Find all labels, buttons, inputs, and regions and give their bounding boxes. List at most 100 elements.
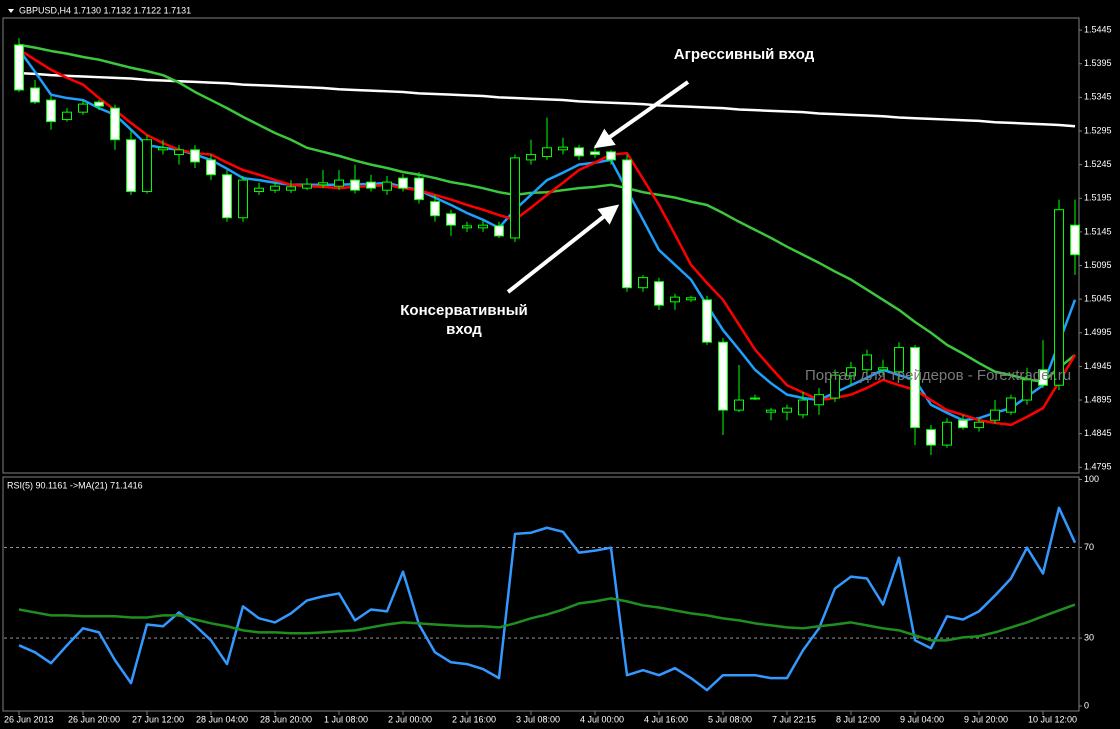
y-tick-label: 1.4845 <box>1084 428 1112 438</box>
candle-body <box>478 224 488 229</box>
x-tick-label: 28 Jun 20:00 <box>260 714 312 724</box>
price-panel <box>2 17 1080 474</box>
candle-body <box>78 103 88 113</box>
x-tick-label: 2 Jul 00:00 <box>388 714 432 724</box>
candle-body <box>702 299 712 343</box>
candle-body <box>750 397 760 400</box>
moving-average <box>18 71 1076 128</box>
candle-body <box>1038 369 1048 386</box>
candle-body <box>494 225 504 237</box>
candle-body <box>254 187 264 193</box>
y-tick-label: 1.4895 <box>1084 394 1112 404</box>
candle-body <box>110 107 120 141</box>
candle-body <box>1070 224 1080 256</box>
x-tick-label: 27 Jun 12:00 <box>132 714 184 724</box>
candle-body <box>1054 209 1064 386</box>
candle-body <box>654 281 664 306</box>
candle-body <box>606 151 616 161</box>
candle-body <box>798 399 808 416</box>
x-tick-label: 3 Jul 08:00 <box>516 714 560 724</box>
indicator-line <box>18 597 1076 642</box>
candle-body <box>222 174 232 219</box>
candle-body <box>62 111 72 121</box>
candle-body <box>350 179 360 191</box>
x-tick-label: 4 Jul 16:00 <box>644 714 688 724</box>
candle-body <box>590 151 600 156</box>
y-tick-label: 1.4945 <box>1084 361 1112 371</box>
x-tick-label: 26 Jun 20:00 <box>68 714 120 724</box>
y-tick-label: 1.5195 <box>1084 193 1112 203</box>
candle-body <box>462 225 472 229</box>
candle-body <box>318 182 328 186</box>
candle-body <box>190 149 200 163</box>
candle-body <box>238 179 248 219</box>
y-tick-label: 0 <box>1084 700 1089 710</box>
x-tick-label: 28 Jun 04:00 <box>196 714 248 724</box>
y-tick-label: 1.5395 <box>1084 58 1112 68</box>
candle-body <box>414 177 424 201</box>
annotation: Агрессивный вход <box>674 46 815 63</box>
watermark: Портал для трейдеров - Forextrader.ru <box>805 367 1071 384</box>
candle-body <box>766 409 776 413</box>
candle-body <box>430 201 440 217</box>
candle-body <box>990 409 1000 421</box>
candle-body <box>974 421 984 429</box>
candle-body <box>206 159 216 176</box>
candle-body <box>30 87 40 103</box>
candle-body <box>718 341 728 411</box>
moving-average <box>18 43 1076 384</box>
candle-body <box>574 147 584 157</box>
chart-title: GBPUSD,H4 1.7130 1.7132 1.7122 1.7131 <box>19 5 191 15</box>
annotation: Консервативный вход <box>400 302 528 338</box>
rsi-plot <box>4 506 1078 692</box>
candle-body <box>558 146 568 151</box>
x-tick-label: 5 Jul 08:00 <box>708 714 752 724</box>
candle-body <box>1006 397 1016 413</box>
candle-body <box>158 147 168 151</box>
candle-body <box>622 159 632 289</box>
x-tick-label: 8 Jul 12:00 <box>836 714 880 724</box>
candle-body <box>926 429 936 446</box>
x-tick-label: 7 Jul 22:15 <box>772 714 816 724</box>
candle-body <box>526 154 536 161</box>
x-tick-label: 9 Jul 20:00 <box>964 714 1008 724</box>
indicator-title: RSI(5) 90.1161 ->MA(21) 71.1416 <box>7 480 143 490</box>
x-tick-label: 26 Jun 2013 <box>4 714 54 724</box>
candle-body <box>94 101 104 107</box>
y-tick-label: 1.5245 <box>1084 159 1112 169</box>
x-tick-label: 1 Jul 08:00 <box>324 714 368 724</box>
candle-body <box>638 277 648 289</box>
candle-body <box>270 185 280 191</box>
rsi-panel <box>2 476 1080 712</box>
menu-arrow[interactable] <box>8 9 14 13</box>
candle-body <box>878 367 888 371</box>
candle-body <box>782 407 792 413</box>
candle-body <box>46 99 56 123</box>
x-tick-label: 4 Jul 00:00 <box>580 714 624 724</box>
candle-body <box>862 354 872 371</box>
y-tick-label: 30 <box>1084 632 1094 642</box>
candle-body <box>894 347 904 373</box>
candle-body <box>942 421 952 446</box>
candle-body <box>126 139 136 193</box>
candle-body <box>446 213 456 226</box>
x-tick-label: 2 Jul 16:00 <box>452 714 496 724</box>
y-tick-label: 1.5295 <box>1084 125 1112 135</box>
y-tick-label: 1.4995 <box>1084 327 1112 337</box>
y-tick-label: 1.4795 <box>1084 462 1112 472</box>
candle-body <box>302 183 312 189</box>
price-plot <box>14 38 1080 456</box>
candle-body <box>286 186 296 191</box>
candle-body <box>734 399 744 411</box>
candle-body <box>910 347 920 429</box>
x-tick-label: 9 Jul 04:00 <box>900 714 944 724</box>
x-tick-label: 10 Jul 12:00 <box>1028 714 1077 724</box>
y-tick-label: 1.5445 <box>1084 24 1112 34</box>
candle-body <box>686 297 696 301</box>
y-tick-label: 1.5095 <box>1084 260 1112 270</box>
candle-body <box>542 147 552 158</box>
candle-body <box>814 394 824 406</box>
y-tick-label: 1.5345 <box>1084 92 1112 102</box>
candle-body <box>830 374 840 399</box>
